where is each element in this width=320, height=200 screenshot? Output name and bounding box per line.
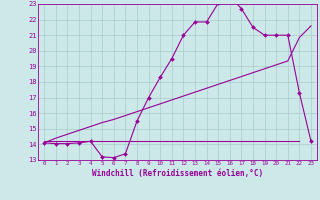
X-axis label: Windchill (Refroidissement éolien,°C): Windchill (Refroidissement éolien,°C) (92, 169, 263, 178)
